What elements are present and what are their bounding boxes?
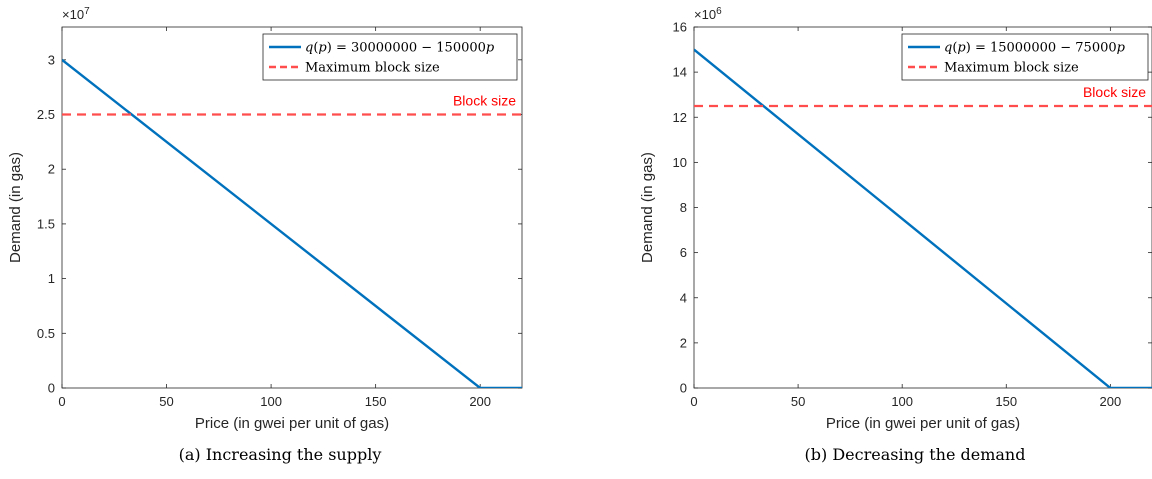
y-tick-label: 12 bbox=[673, 110, 687, 125]
y-exponent-label: ×107 bbox=[62, 6, 90, 23]
chart-panel-b: 0 50 100 150 200 0 2 4 6 8 10 12 14 16 ×106 Price (in g… bbox=[639, 6, 1152, 464]
legend-label-part: p bbox=[486, 41, 495, 56]
plot-area bbox=[61, 26, 523, 389]
x-tick-label: 150 bbox=[995, 394, 1017, 409]
x-axis-label: Price (in gwei per unit of gas) bbox=[826, 415, 1020, 432]
y-tick-label: 2.5 bbox=[37, 107, 55, 122]
x-axis-label: Price (in gwei per unit of gas) bbox=[195, 415, 389, 432]
y-tick-label: 4 bbox=[680, 290, 687, 305]
legend-label-part: ( bbox=[952, 41, 957, 56]
legend-box bbox=[262, 33, 518, 81]
demand-line bbox=[694, 48, 1152, 388]
legend-label-part: ( bbox=[313, 41, 318, 56]
legend-label-part: ) = 30000000 − 150000 bbox=[327, 41, 486, 56]
block-size-annotation: Block size bbox=[453, 93, 516, 109]
demand-line bbox=[62, 58, 522, 388]
y-tick-label: 8 bbox=[680, 200, 687, 215]
y-exponent-label: ×106 bbox=[694, 6, 722, 23]
y-tick-label: 0 bbox=[48, 381, 55, 396]
legend-label: q(p) = 30000000 − 150000p bbox=[305, 41, 495, 56]
panel-caption: (a) Increasing the supply bbox=[179, 445, 382, 464]
y-axis-label: Demand (in gas) bbox=[639, 152, 656, 263]
x-tick-label: 200 bbox=[469, 394, 491, 409]
x-tick-label: 0 bbox=[58, 394, 65, 409]
y-tick-label: 0 bbox=[680, 381, 687, 396]
y-exponent-power: 7 bbox=[84, 6, 90, 17]
legend-label: q(p) = 15000000 − 75000p bbox=[944, 41, 1126, 56]
x-tick-label: 100 bbox=[260, 394, 282, 409]
y-tick-label: 14 bbox=[673, 65, 687, 80]
block-size-annotation: Block size bbox=[1083, 84, 1146, 100]
y-axis-label: Demand (in gas) bbox=[7, 152, 24, 263]
x-tick-label: 0 bbox=[690, 394, 697, 409]
x-tick-label: 50 bbox=[791, 394, 805, 409]
y-tick-label: 3 bbox=[48, 52, 55, 67]
legend-label-part: q bbox=[944, 41, 952, 56]
y-tick-label: 2 bbox=[680, 335, 687, 350]
y-tick-label: 0.5 bbox=[37, 326, 55, 341]
x-tick-label: 150 bbox=[365, 394, 387, 409]
y-tick-label: 6 bbox=[680, 245, 687, 260]
y-tick-label: 1 bbox=[48, 271, 55, 286]
legend-label-part: p bbox=[957, 41, 966, 56]
legend-label-part: q bbox=[305, 41, 313, 56]
chart-panel-a: 0 50 100 150 200 0 0.5 1 1.5 2 2.5 3 ×107 Price (in g… bbox=[7, 6, 523, 464]
legend-box bbox=[901, 33, 1149, 81]
y-tick-label: 1.5 bbox=[37, 216, 55, 231]
legend-label: Maximum block size bbox=[944, 61, 1079, 76]
legend-label-part: p bbox=[318, 41, 327, 56]
legend-label-part: ) = 15000000 − 75000 bbox=[966, 41, 1117, 56]
y-exponent-power: 6 bbox=[716, 6, 722, 17]
x-tick-label: 50 bbox=[159, 394, 173, 409]
y-tick-label: 2 bbox=[48, 162, 55, 177]
y-tick-label: 10 bbox=[673, 155, 687, 170]
panel-caption: (b) Decreasing the demand bbox=[805, 445, 1026, 464]
legend-label-part: p bbox=[1117, 41, 1126, 56]
x-tick-label: 100 bbox=[891, 394, 913, 409]
legend-label: Maximum block size bbox=[305, 61, 440, 76]
x-tick-label: 200 bbox=[1100, 394, 1122, 409]
plot-area bbox=[693, 26, 1152, 389]
y-tick-label: 16 bbox=[673, 20, 687, 35]
